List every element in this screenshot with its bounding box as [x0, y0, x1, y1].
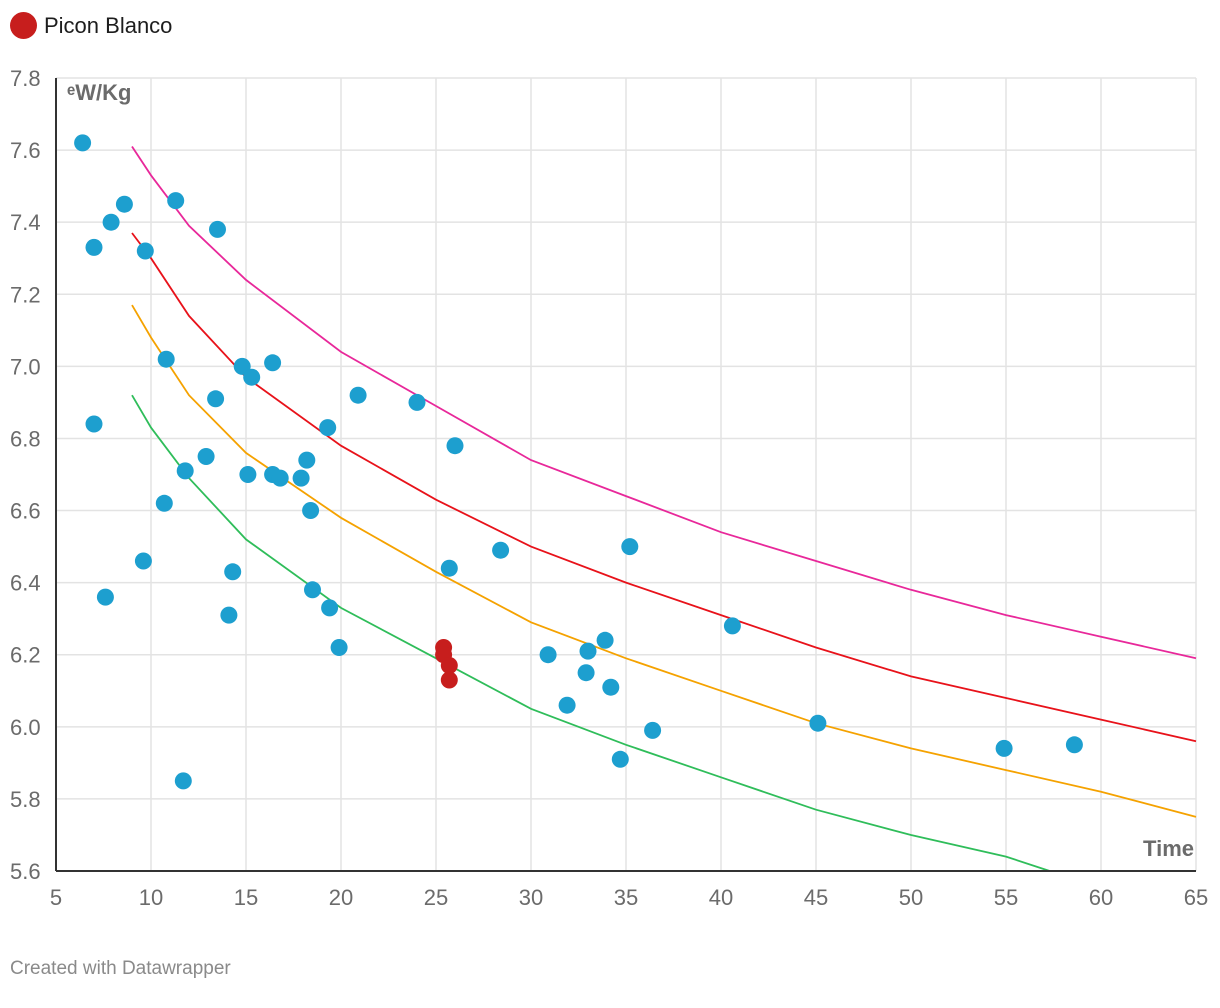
point-other-climbs: [577, 664, 595, 682]
x-tick-label: 30: [519, 885, 543, 910]
point-other-climbs: [209, 220, 226, 238]
point-other-climbs: [611, 750, 629, 768]
point-other-climbs: [264, 354, 282, 372]
point-other-climbs: [809, 714, 827, 732]
point-other-climbs: [224, 563, 242, 581]
point-other-climbs: [96, 588, 114, 606]
point-other-climbs: [134, 552, 152, 570]
curves: [131, 146, 1197, 872]
curve-magenta: [131, 146, 1197, 660]
point-other-climbs: [330, 639, 348, 656]
x-tick-label: 20: [329, 885, 353, 910]
grid: [55, 77, 1197, 871]
point-other-climbs: [174, 772, 192, 790]
point-other-climbs: [644, 721, 662, 739]
point-other-climbs: [74, 134, 92, 152]
legend-dot-picon-blanco: [10, 12, 37, 39]
point-other-climbs: [596, 631, 614, 649]
x-tick-label: 15: [234, 885, 258, 910]
y-tick-label: 6.6: [10, 499, 41, 524]
point-other-climbs: [558, 696, 576, 714]
scatter-chart: 5.6 5.8 6.0 6.2 6.4 6.6 6.8 7.0 7.2 7.4 7.6 7.8 5 10 1…: [10, 66, 1208, 910]
y-tick-label: 7.0: [10, 354, 41, 379]
point-other-climbs: [220, 606, 238, 624]
points: [74, 134, 1083, 790]
y-axis-title: ᵉW/Kg: [67, 80, 131, 105]
curve-red: [131, 232, 1197, 743]
point-other-climbs: [243, 368, 261, 386]
point-other-climbs: [85, 238, 103, 256]
x-tick-label: 65: [1184, 885, 1208, 910]
point-other-climbs: [271, 469, 289, 487]
point-other-climbs: [136, 242, 154, 260]
point-other-climbs: [85, 415, 103, 433]
x-axis-title: Time: [1143, 836, 1194, 861]
axes: 5.6 5.8 6.0 6.2 6.4 6.6 6.8 7.0 7.2 7.4 7.6 7.8 5 10 1…: [10, 66, 1208, 910]
y-tick-label: 6.4: [10, 571, 41, 596]
x-tick-label: 60: [1089, 885, 1113, 910]
point-other-climbs: [304, 581, 321, 599]
y-tick-label: 5.6: [10, 859, 41, 884]
x-tick-label: 10: [139, 885, 163, 910]
point-other-climbs: [995, 739, 1013, 757]
y-tick-label: 6.0: [10, 715, 41, 740]
point-picon-blanco: [440, 657, 458, 674]
point-other-climbs: [302, 502, 320, 519]
curve-orange: [131, 304, 1197, 818]
point-picon-blanco: [440, 671, 458, 689]
point-other-climbs: [446, 437, 464, 455]
x-tick-label: 45: [804, 885, 828, 910]
point-other-climbs: [292, 469, 310, 487]
point-other-climbs: [115, 195, 133, 213]
y-tick-label: 7.4: [10, 210, 41, 235]
point-other-climbs: [539, 646, 557, 664]
x-tick-label: 25: [424, 885, 448, 910]
point-other-climbs: [723, 617, 741, 635]
y-tick-label: 7.6: [10, 138, 41, 163]
point-other-climbs: [157, 350, 175, 368]
point-other-climbs: [176, 462, 194, 480]
point-other-climbs: [197, 448, 215, 465]
x-tick-label: 50: [899, 885, 923, 910]
point-other-climbs: [319, 419, 337, 437]
point-other-climbs: [298, 451, 316, 469]
y-tick-label: 6.2: [10, 643, 41, 668]
legend: Picon Blanco: [10, 12, 172, 39]
point-other-climbs: [408, 393, 426, 411]
x-tick-label: 5: [50, 885, 62, 910]
legend-label-picon-blanco: Picon Blanco: [44, 12, 173, 38]
point-other-climbs: [155, 494, 173, 512]
point-other-climbs: [349, 386, 367, 404]
point-other-climbs: [167, 192, 185, 210]
y-tick-label: 6.8: [10, 426, 41, 451]
y-tick-label: 5.8: [10, 787, 41, 812]
point-other-climbs: [492, 541, 510, 559]
x-tick-label: 40: [709, 885, 733, 910]
point-other-climbs: [440, 559, 458, 577]
x-tick-label: 35: [614, 885, 638, 910]
point-other-climbs: [602, 678, 620, 696]
footer-credit: Created with Datawrapper: [10, 958, 231, 979]
point-other-climbs: [321, 599, 339, 617]
point-other-climbs: [1065, 736, 1083, 754]
y-tick-label: 7.8: [10, 66, 41, 91]
point-other-climbs: [102, 213, 120, 231]
point-other-climbs: [579, 642, 597, 660]
x-tick-label: 55: [994, 885, 1018, 910]
point-other-climbs: [621, 538, 639, 556]
y-tick-label: 7.2: [10, 282, 41, 307]
point-other-climbs: [239, 466, 257, 483]
point-other-climbs: [207, 390, 225, 408]
